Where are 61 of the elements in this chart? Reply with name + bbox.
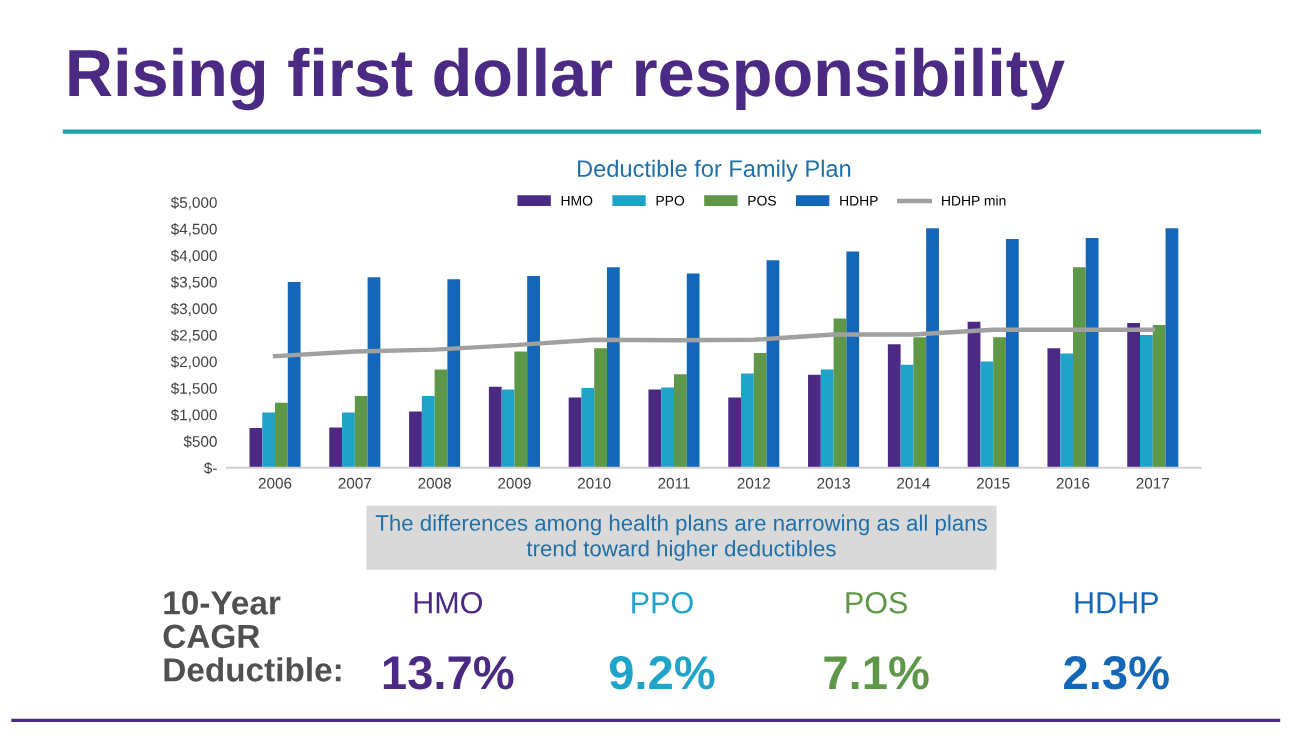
bar bbox=[501, 389, 515, 468]
bar bbox=[926, 228, 939, 468]
text: 7.1% bbox=[824, 656, 929, 690]
bar bbox=[913, 337, 927, 468]
text: 9.2% bbox=[609, 656, 715, 690]
bar bbox=[728, 397, 742, 468]
bar bbox=[249, 427, 263, 468]
bar bbox=[820, 369, 834, 468]
bar bbox=[741, 373, 754, 468]
bar bbox=[766, 260, 780, 468]
bar bbox=[568, 397, 582, 468]
bar bbox=[686, 273, 700, 468]
bar bbox=[1140, 335, 1153, 468]
bar bbox=[833, 318, 847, 468]
bar bbox=[594, 348, 607, 468]
bar bbox=[648, 389, 662, 468]
text: HDHP bbox=[1075, 592, 1158, 614]
bar bbox=[275, 402, 288, 468]
line-series bbox=[272, 327, 1155, 359]
bar bbox=[967, 321, 981, 468]
chart-title: Rising first dollar responsibility bbox=[69, 47, 1065, 111]
bar bbox=[409, 411, 422, 468]
bar bbox=[421, 396, 435, 468]
bar bbox=[1005, 238, 1019, 468]
text: 13.7% bbox=[383, 656, 514, 690]
bar bbox=[1047, 348, 1061, 468]
bar bbox=[753, 353, 767, 468]
bar bbox=[661, 387, 674, 468]
bar bbox=[1127, 323, 1141, 468]
bar bbox=[287, 281, 301, 468]
bar bbox=[488, 386, 502, 468]
text: 10-Year CAGR Deductible: bbox=[163, 591, 341, 682]
bar bbox=[1060, 353, 1073, 468]
bar bbox=[447, 279, 461, 468]
bar bbox=[581, 388, 595, 468]
bar bbox=[606, 267, 620, 468]
bar bbox=[329, 427, 343, 468]
text: 2.3% bbox=[1064, 656, 1169, 690]
bar bbox=[434, 369, 448, 468]
text: PPO bbox=[632, 591, 693, 614]
bar bbox=[1072, 267, 1086, 468]
bar bbox=[846, 251, 860, 468]
bar bbox=[514, 351, 528, 468]
bar bbox=[887, 344, 901, 468]
bar bbox=[527, 276, 540, 468]
bar bbox=[674, 374, 687, 468]
bar bbox=[262, 412, 276, 468]
text: HMO bbox=[414, 591, 482, 614]
bar bbox=[354, 396, 368, 468]
bar bbox=[993, 337, 1006, 468]
bar bbox=[808, 374, 821, 468]
bar bbox=[1165, 228, 1179, 468]
chart-subtitle: Deductible for Family Plan bbox=[578, 159, 851, 182]
bar bbox=[1085, 238, 1099, 468]
text: POS bbox=[846, 591, 908, 614]
bar bbox=[980, 361, 994, 468]
bar bbox=[367, 277, 381, 468]
bar bbox=[342, 412, 355, 468]
bar bbox=[1152, 324, 1166, 468]
bar bbox=[900, 364, 914, 468]
text: The differences among health plans are narrowing as all plans trend toward higher deductibles bbox=[375, 514, 987, 561]
